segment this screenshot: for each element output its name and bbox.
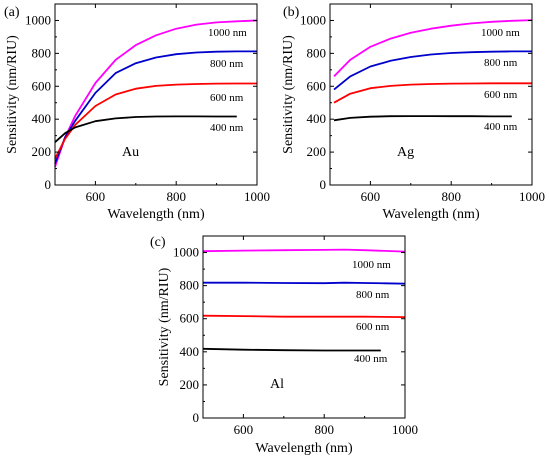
y-tick-label: 400 [180, 344, 200, 359]
x-tick-label: 600 [86, 189, 106, 204]
series-line-400-nm [333, 115, 512, 122]
y-axis-label: Sensitivity (nm/RIU) [157, 267, 172, 386]
y-tick-label: 800 [32, 45, 52, 60]
series-label: 800 nm [356, 289, 390, 301]
series-line-400-nm [54, 115, 237, 143]
series-line-400-nm [202, 347, 381, 352]
y-tick-label: 0 [45, 177, 52, 192]
series-line-600-nm [202, 314, 406, 318]
x-tick-label: 1000 [244, 189, 270, 204]
y-axis-label: Sensitivity (nm/RIU) [5, 35, 20, 154]
y-tick-label: 0 [320, 177, 327, 192]
series-label: 1000 nm [208, 27, 247, 39]
series-line-600-nm [54, 82, 257, 160]
x-axis-label: Wavelength (nm) [107, 207, 205, 222]
chart-panel-b: 1000 nm 800 nm 600 nm 400 nm 0 200 400 600 800 10… [281, 3, 545, 222]
series-line-800-nm [333, 50, 532, 91]
chart-panel-c: 1000 nm 800 nm 600 nm 400 nm 0 200 400 600 800 10… [150, 235, 418, 456]
series-label: 600 nm [356, 321, 390, 333]
x-tick-label: 800 [166, 189, 186, 204]
panel-label: (c) [150, 235, 166, 250]
x-tick-label: 800 [441, 189, 461, 204]
panel-label: (b) [283, 5, 300, 20]
y-tick-label: 1000 [300, 12, 326, 27]
x-axis-label: Wavelength (nm) [382, 207, 480, 222]
y-tick-label: 600 [32, 78, 52, 93]
series-label: 1000 nm [481, 27, 520, 39]
series-line-1000-nm [202, 248, 406, 253]
y-tick-label: 800 [180, 278, 200, 293]
x-axis-label: Wavelength (nm) [255, 441, 353, 456]
y-tick-label: 600 [180, 311, 200, 326]
series-line-1000-nm [54, 19, 258, 168]
series-line-600-nm [333, 82, 532, 104]
metal-annotation: Al [270, 377, 284, 392]
y-tick-label: 200 [180, 377, 200, 392]
series-label: 600 nm [484, 89, 518, 101]
y-tick-label: 1000 [25, 12, 51, 27]
series-label: 1000 nm [352, 259, 391, 271]
y-axis-label: Sensitivity (nm/RIU) [281, 35, 296, 154]
series-line-800-nm [203, 281, 406, 285]
chart-panel-a: 1000 nm 800 nm 600 nm 400 nm 0 200 400 600 800 10… [4, 3, 270, 222]
plot-frame [54, 3, 258, 186]
y-tick-label: 0 [193, 410, 200, 425]
y-tick-label: 600 [307, 78, 327, 93]
y-tick-label: 200 [307, 144, 327, 159]
series-label: 800 nm [484, 57, 518, 69]
y-tick-label: 1000 [173, 245, 199, 260]
series-label: 400 nm [210, 122, 244, 134]
y-tick-label: 400 [307, 111, 327, 126]
metal-annotation: Au [122, 145, 139, 160]
series-label: 400 nm [354, 353, 388, 365]
y-tick-label: 800 [307, 45, 327, 60]
series-label: 600 nm [210, 92, 244, 104]
x-tick-label: 1000 [519, 189, 545, 204]
plot-frame [202, 235, 406, 419]
y-tick-label: 200 [32, 144, 52, 159]
x-tick-label: 600 [361, 189, 381, 204]
metal-annotation: Ag [397, 145, 414, 160]
x-tick-label: 1000 [392, 422, 418, 437]
x-tick-label: 800 [314, 422, 334, 437]
series-line-800-nm [54, 50, 257, 164]
plot-frame [329, 3, 533, 186]
series-line-1000-nm [333, 19, 533, 78]
series-label: 800 nm [210, 58, 244, 70]
panel-label: (a) [4, 5, 20, 20]
x-tick-label: 600 [234, 422, 254, 437]
y-tick-label: 400 [32, 111, 52, 126]
series-label: 400 nm [484, 121, 518, 133]
